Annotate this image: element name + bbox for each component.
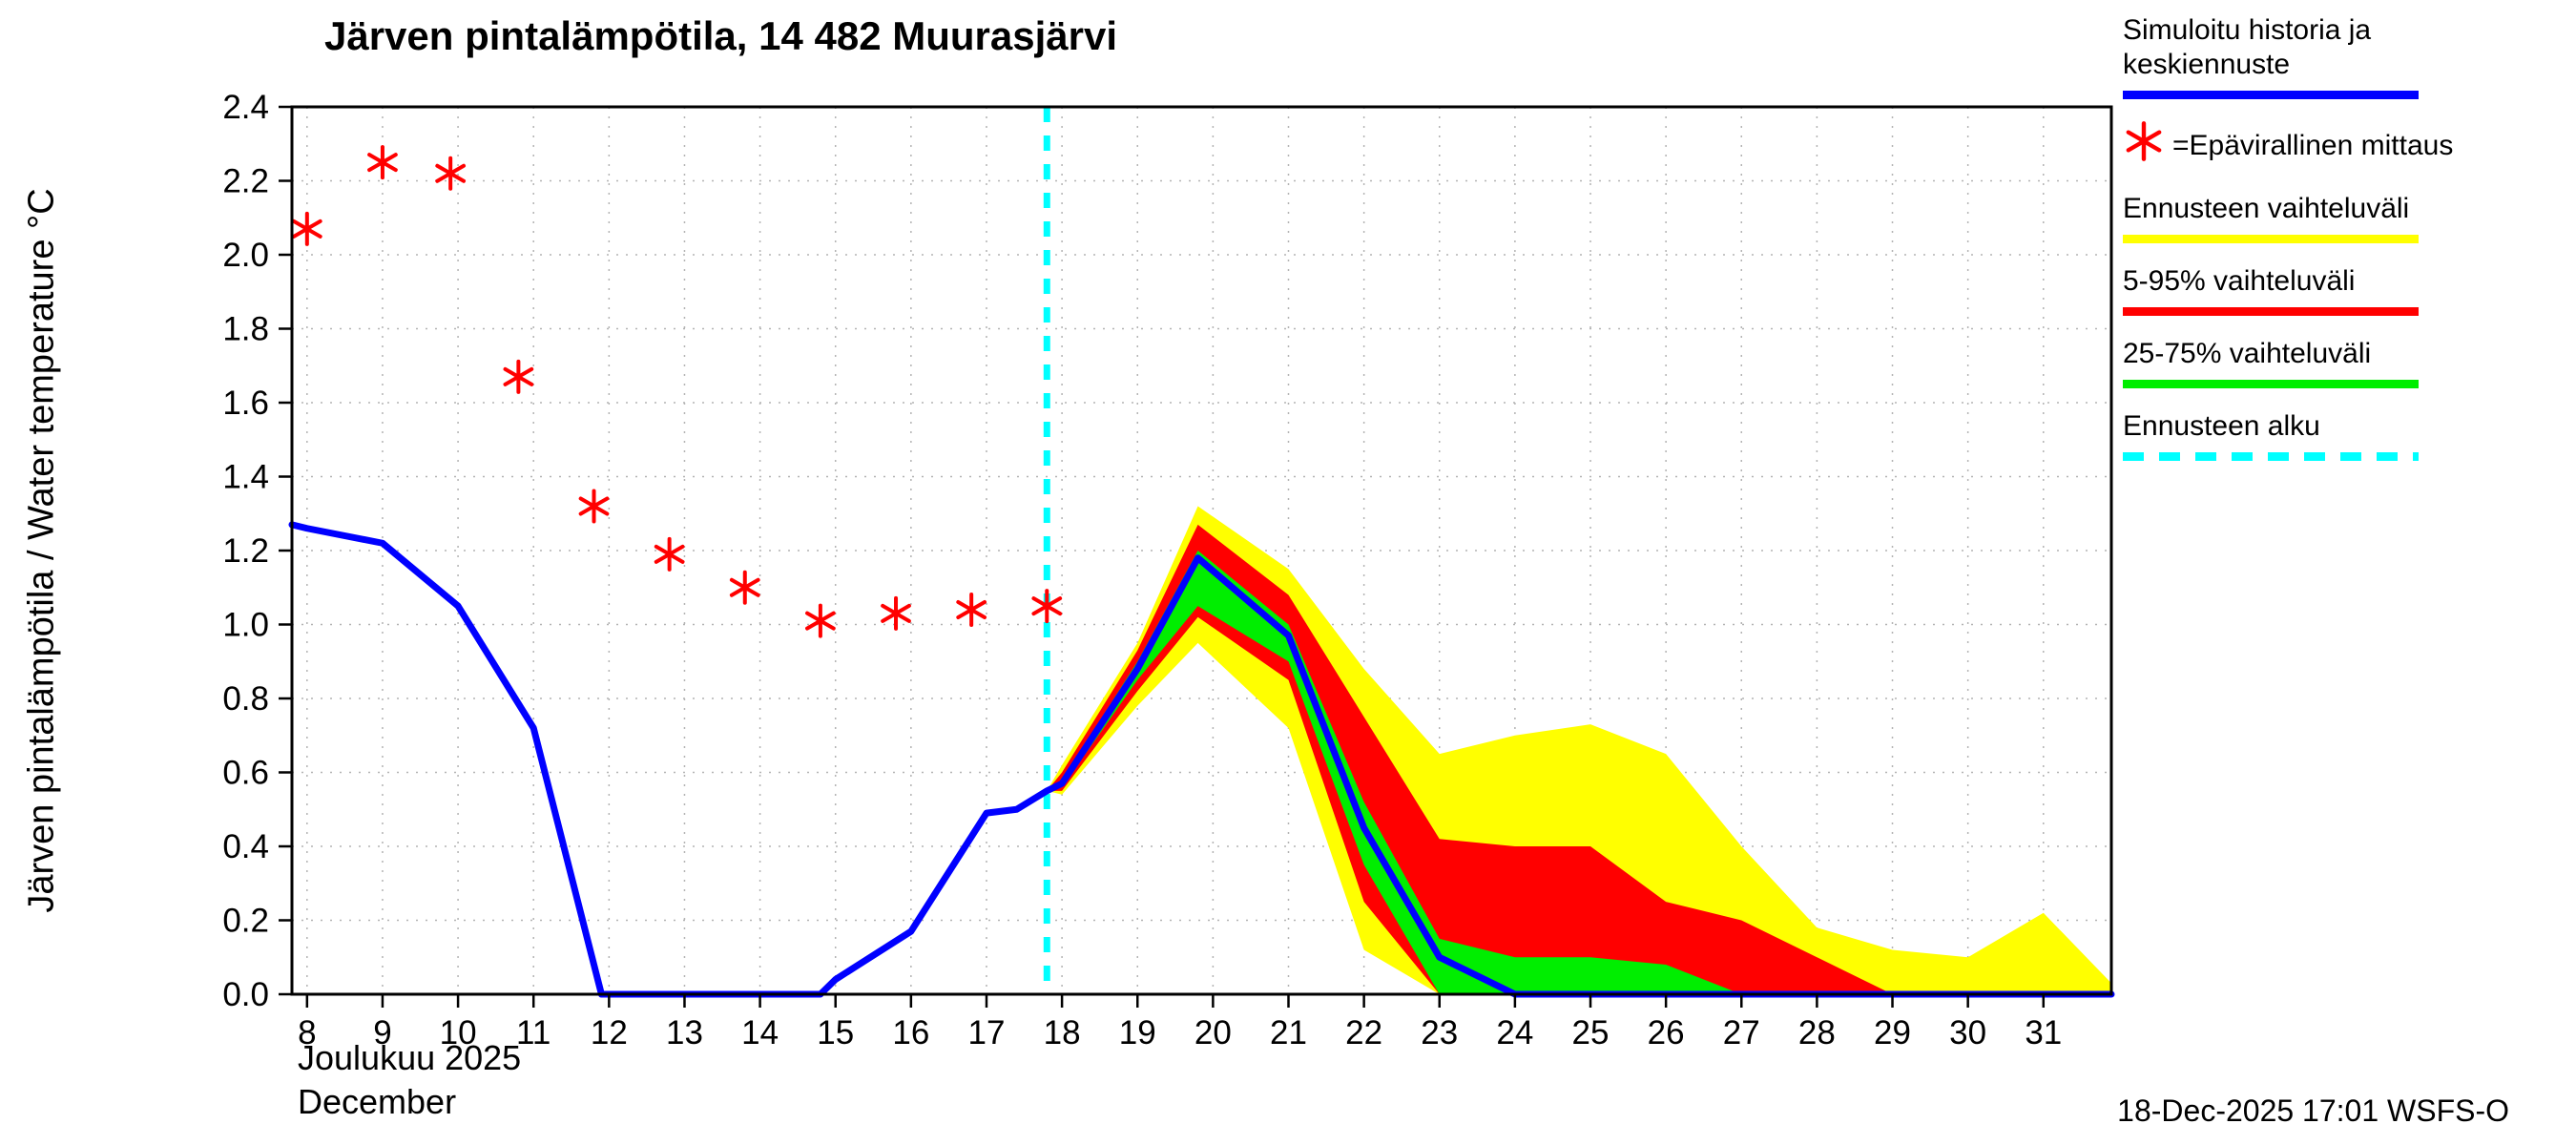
svg-text:16: 16 [892,1014,929,1051]
svg-text:0.2: 0.2 [222,903,269,940]
svg-text:0.4: 0.4 [222,828,269,865]
svg-text:14: 14 [741,1014,779,1051]
svg-text:21: 21 [1270,1014,1307,1051]
svg-text:29: 29 [1874,1014,1911,1051]
svg-text:30: 30 [1949,1014,1986,1051]
legend-label-forecast-start: Ennusteen alku [2123,410,2320,442]
forecast-bands [1047,506,2111,994]
chart-legend: Simuloitu historia ja keskiennuste =Epäv… [2123,13,2571,482]
legend-label-25-75: 25-75% vaihteluväli [2123,338,2372,369]
svg-text:31: 31 [2025,1014,2062,1051]
asterisk-icon [2123,120,2165,171]
y-axis-label: Järven pintalämpötila / Water temperatur… [21,188,62,913]
svg-text:8: 8 [298,1014,316,1051]
svg-text:1.0: 1.0 [222,607,269,644]
legend-item-range: Ennusteen vaihteluväli [2123,192,2571,243]
green-line-swatch [2123,380,2419,388]
blue-line-swatch [2123,91,2419,99]
svg-text:2.4: 2.4 [222,89,269,126]
legend-label-simulated: Simuloitu historia ja keskiennuste [2123,14,2372,80]
legend-item-measurement: =Epävirallinen mittaus [2123,120,2571,171]
svg-text:9: 9 [373,1014,391,1051]
svg-text:22: 22 [1345,1014,1382,1051]
legend-item-5-95: 5-95% vaihteluväli [2123,264,2571,316]
svg-text:2.2: 2.2 [222,163,269,200]
tick-labels: 8 9 10 11 12 13 14 15 16 17 18 19 20 21 22 23 24 25 26 27 28… [222,89,2062,1051]
svg-text:1.2: 1.2 [222,532,269,570]
svg-text:11: 11 [516,1014,551,1051]
legend-item-simulated: Simuloitu historia ja keskiennuste [2123,13,2571,99]
svg-text:28: 28 [1798,1014,1836,1051]
svg-text:13: 13 [666,1014,703,1051]
svg-text:1.4: 1.4 [222,459,269,496]
svg-text:0.6: 0.6 [222,755,269,792]
svg-text:15: 15 [817,1014,854,1051]
svg-text:2.0: 2.0 [222,237,269,274]
x-axis-month-en: December [298,1082,457,1121]
red-line-swatch [2123,307,2419,316]
svg-text:1.6: 1.6 [222,385,269,422]
svg-text:27: 27 [1723,1014,1760,1051]
svg-text:24: 24 [1496,1014,1533,1051]
svg-text:18: 18 [1044,1014,1081,1051]
svg-text:0.8: 0.8 [222,680,269,718]
cyan-dashed-line-swatch [2123,452,2419,461]
svg-text:25: 25 [1572,1014,1610,1051]
chart-title: Järven pintalämpötila, 14 482 Muurasjärv… [324,13,1118,58]
svg-text:17: 17 [968,1014,1006,1051]
legend-label-5-95: 5-95% vaihteluväli [2123,265,2356,297]
svg-text:12: 12 [591,1014,628,1051]
svg-text:19: 19 [1119,1014,1156,1051]
yellow-line-swatch [2123,235,2419,243]
svg-text:23: 23 [1421,1014,1458,1051]
legend-label-range: Ennusteen vaihteluväli [2123,193,2410,224]
x-axis-month-fi: Joulukuu 2025 [298,1038,522,1077]
axes [279,105,2113,1008]
timestamp-label: 18-Dec-2025 17:01 WSFS-O [2117,1093,2509,1128]
svg-text:20: 20 [1195,1014,1232,1051]
svg-text:10: 10 [440,1014,477,1051]
legend-item-25-75: 25-75% vaihteluväli [2123,337,2571,388]
svg-text:26: 26 [1648,1014,1685,1051]
legend-item-forecast-start: Ennusteen alku [2123,409,2571,461]
measurement-markers [291,145,1063,638]
svg-text:0.0: 0.0 [222,976,269,1013]
svg-text:1.8: 1.8 [222,311,269,348]
legend-label-measurement: =Epävirallinen mittaus [2172,129,2454,161]
